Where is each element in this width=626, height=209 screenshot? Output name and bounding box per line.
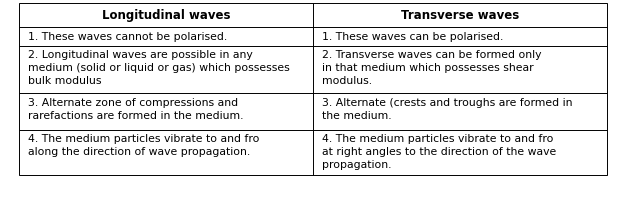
- Text: Transverse waves: Transverse waves: [401, 9, 519, 22]
- Text: 3. Alternate zone of compressions and
rarefactions are formed in the medium.: 3. Alternate zone of compressions and ra…: [28, 98, 244, 121]
- Bar: [19, 3, 607, 175]
- Text: 3. Alternate (crests and troughs are formed in
the medium.: 3. Alternate (crests and troughs are for…: [322, 98, 573, 121]
- Text: Longitudinal waves: Longitudinal waves: [101, 9, 230, 22]
- Text: 1. These waves cannot be polarised.: 1. These waves cannot be polarised.: [28, 32, 227, 42]
- Text: 2. Transverse waves can be formed only
in that medium which possesses shear
modu: 2. Transverse waves can be formed only i…: [322, 50, 542, 86]
- Text: 4. The medium particles vibrate to and fro
along the direction of wave propagati: 4. The medium particles vibrate to and f…: [28, 134, 260, 157]
- Text: 1. These waves can be polarised.: 1. These waves can be polarised.: [322, 32, 504, 42]
- Text: 4. The medium particles vibrate to and fro
at right angles to the direction of t: 4. The medium particles vibrate to and f…: [322, 134, 557, 170]
- Text: 2. Longitudinal waves are possible in any
medium (solid or liquid or gas) which : 2. Longitudinal waves are possible in an…: [28, 50, 290, 86]
